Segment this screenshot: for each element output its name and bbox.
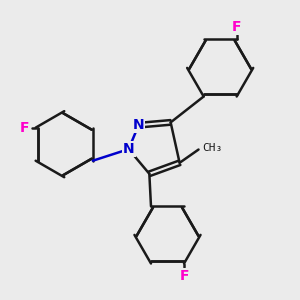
Text: F: F bbox=[179, 269, 189, 283]
Text: F: F bbox=[232, 20, 242, 34]
Text: N: N bbox=[133, 118, 144, 132]
Text: CH₃: CH₃ bbox=[202, 143, 222, 153]
Text: F: F bbox=[19, 121, 29, 135]
Text: N: N bbox=[123, 142, 134, 156]
